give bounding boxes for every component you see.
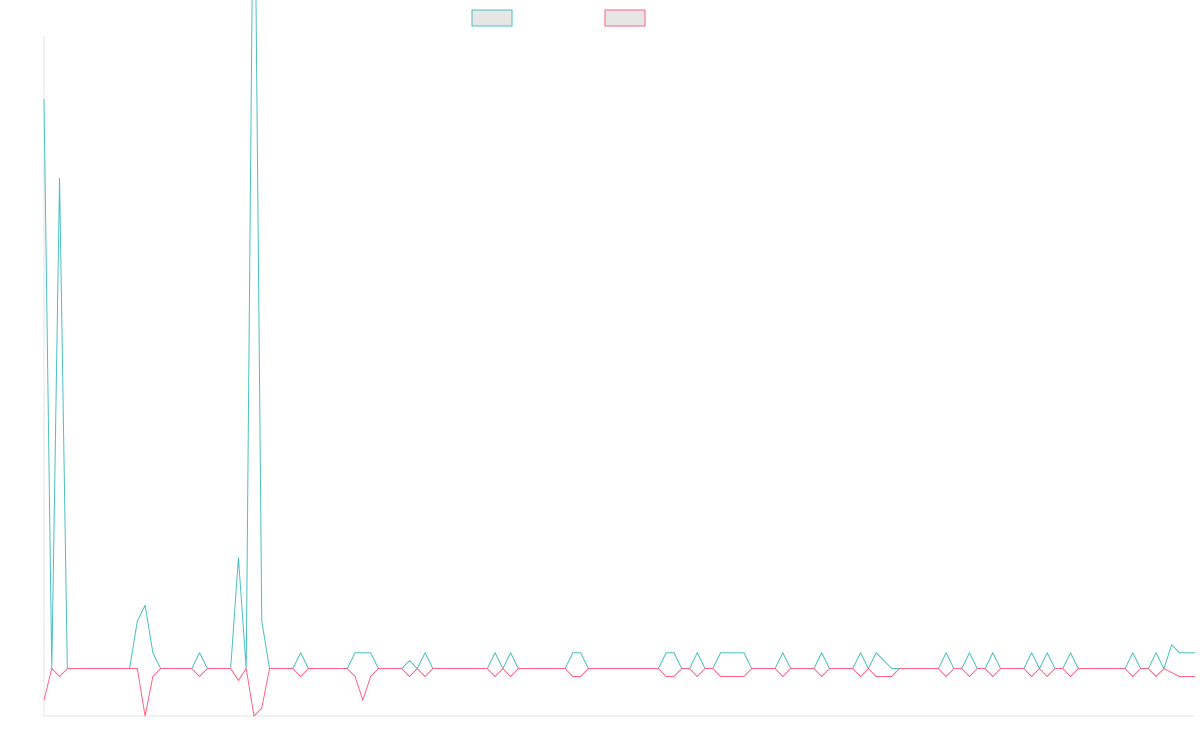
series-line-1	[43, 0, 1195, 670]
legend-swatch-1	[471, 9, 513, 27]
axes	[43, 36, 1195, 717]
legend-swatch-2	[604, 9, 646, 27]
series-line-2	[43, 668, 1195, 717]
series-layer	[43, 0, 1195, 717]
legend	[471, 9, 646, 27]
legend-item-1[interactable]	[471, 9, 513, 27]
legend-item-2[interactable]	[604, 9, 646, 27]
